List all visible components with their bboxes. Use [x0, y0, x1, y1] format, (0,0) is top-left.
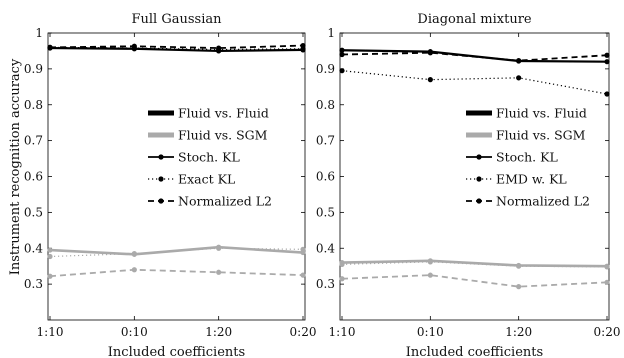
legend-entry: Normalized L2	[496, 194, 590, 209]
data-point-fluid-vs-sgm-emd-w-kl	[427, 259, 433, 265]
series-line-fluid-vs-sgm-normalized-l2	[341, 274, 608, 288]
data-point-fluid-vs-fluid-stoch-kl	[339, 47, 345, 53]
data-point-fluid-vs-fluid-stoch-kl	[604, 59, 610, 65]
y-tick-label: 0.8	[316, 98, 335, 112]
series-line-fluid-vs-fluid-normalized-l2	[49, 44, 304, 49]
y-tick-label: 0.6	[24, 170, 43, 184]
x-tick-label: 0:10	[417, 325, 444, 339]
data-point-fluid-vs-sgm-normalized-l2	[516, 284, 522, 290]
chart-panel-diagonal-mixture: Diagonal mixture 0.3 0.4 0.5 0.6 0.7 0.8 0.9 1 1:…	[316, 12, 621, 358]
x-tick-label: 1:20	[205, 325, 232, 339]
data-point-fluid-vs-sgm-exact-kl	[47, 253, 53, 260]
legend-entry: Normalized L2	[178, 194, 272, 209]
legend-marker	[476, 176, 482, 182]
legend-marker	[476, 154, 482, 160]
data-point-fluid-vs-fluid-normalized-l2	[339, 51, 345, 58]
y-tick-label: 0.6	[316, 170, 335, 184]
y-tick-label: 0.3	[24, 277, 43, 291]
x-tick-label: 0:20	[594, 325, 621, 339]
legend-entry: Fluid vs. Fluid	[496, 106, 587, 121]
data-point-fluid-vs-fluid-normalized-l2	[300, 42, 306, 49]
axes-box	[47, 32, 306, 321]
legend-entry: Exact KL	[178, 172, 235, 187]
y-tick-label: 0.5	[24, 205, 43, 219]
data-point-fluid-vs-fluid-normalized-l2	[427, 50, 433, 56]
x-tick-label: 1:20	[505, 325, 532, 339]
series-line-fluid-vs-sgm-normalized-l2	[49, 268, 304, 278]
legend-entry: Stoch. KL	[496, 150, 558, 165]
data-point-fluid-vs-fluid-normalized-l2	[604, 52, 610, 58]
legend-entry: EMD w. KL	[496, 172, 567, 187]
legend-marker	[158, 198, 164, 204]
data-point-fluid-vs-sgm-exact-kl	[216, 245, 222, 251]
legend-entry: Fluid vs. SGM	[496, 128, 586, 143]
data-point-fluid-vs-sgm-emd-w-kl	[516, 263, 522, 269]
x-tick-label: 0:20	[290, 325, 317, 339]
data-point-fluid-vs-fluid-emd-w-kl	[427, 77, 433, 83]
series-line-fluid-vs-sgm-emd-w-kl	[341, 261, 608, 268]
y-tick-label: 1	[327, 26, 335, 40]
series-line-fluid-vs-sgm-stoch-kl	[49, 245, 304, 256]
data-point-fluid-vs-sgm-exact-kl	[300, 246, 306, 252]
data-point-fluid-vs-sgm-emd-w-kl	[604, 264, 610, 270]
x-axis-label: Included coefficients	[108, 345, 245, 358]
data-point-fluid-vs-sgm-normalized-l2	[300, 272, 306, 278]
chart-title: Diagonal mixture	[417, 12, 532, 27]
legend-marker	[158, 154, 164, 160]
y-tick-label: 0.5	[316, 205, 335, 219]
y-tick-label: 0.8	[24, 98, 43, 112]
data-point-fluid-vs-fluid-emd-w-kl	[516, 75, 522, 81]
legend-marker	[158, 176, 164, 182]
data-point-fluid-vs-sgm-normalized-l2	[216, 269, 222, 275]
x-tick-label: 1:10	[329, 325, 356, 339]
y-tick-label: 1	[35, 26, 43, 40]
data-point-fluid-vs-sgm-stoch-kl	[47, 247, 53, 253]
data-point-fluid-vs-fluid-normalized-l2	[131, 43, 137, 49]
y-axis-label: Instrument recognition accuracy	[8, 58, 23, 275]
x-axis-label: Included coefficients	[406, 345, 543, 358]
x-tick-label: 0:10	[121, 325, 148, 339]
data-point-fluid-vs-fluid-normalized-l2	[216, 45, 222, 51]
y-tick-label: 0.4	[24, 241, 43, 255]
data-point-fluid-vs-sgm-normalized-l2	[47, 273, 53, 279]
data-point-fluid-vs-sgm-normalized-l2	[604, 279, 610, 285]
x-tick-label: 1:10	[37, 325, 64, 339]
data-point-fluid-vs-fluid-normalized-l2	[516, 58, 522, 64]
data-point-fluid-vs-sgm-normalized-l2	[427, 272, 433, 278]
y-tick-label: 0.3	[316, 277, 335, 291]
data-point-fluid-vs-sgm-emd-w-kl	[339, 261, 345, 267]
legend-entry: Fluid vs. SGM	[178, 128, 268, 143]
data-point-fluid-vs-sgm-normalized-l2	[131, 267, 137, 273]
legend-entry: Fluid vs. Fluid	[178, 106, 269, 121]
series-line-fluid-vs-fluid-normalized-l2	[341, 51, 608, 62]
data-point-fluid-vs-fluid-emd-w-kl	[604, 91, 610, 97]
data-point-fluid-vs-fluid-emd-w-kl	[339, 68, 345, 74]
data-point-fluid-vs-sgm-exact-kl	[131, 251, 137, 257]
y-tick-label: 0.7	[316, 134, 335, 148]
chart-panel-full-gaussian: Full Gaussian 0.3 0.4 0.5 0.6 0.7 0.8 0.9 1 1:10 0…	[24, 12, 317, 358]
series-line-fluid-vs-fluid-emd-w-kl	[341, 70, 608, 95]
y-tick-label: 0.9	[24, 62, 43, 76]
y-tick-label: 0.7	[24, 134, 43, 148]
series-line-fluid-vs-sgm-stoch-kl	[341, 259, 608, 268]
chart-title: Full Gaussian	[132, 12, 223, 27]
legend-marker	[476, 198, 482, 204]
data-point-fluid-vs-fluid-normalized-l2	[47, 44, 53, 50]
data-point-fluid-vs-sgm-normalized-l2	[339, 276, 345, 282]
y-tick-label: 0.9	[316, 62, 335, 76]
legend-entry: Stoch. KL	[178, 150, 240, 165]
series-line-fluid-vs-fluid-stoch-kl	[49, 46, 304, 53]
axes-box	[339, 32, 610, 321]
y-tick-label: 0.4	[316, 241, 335, 255]
